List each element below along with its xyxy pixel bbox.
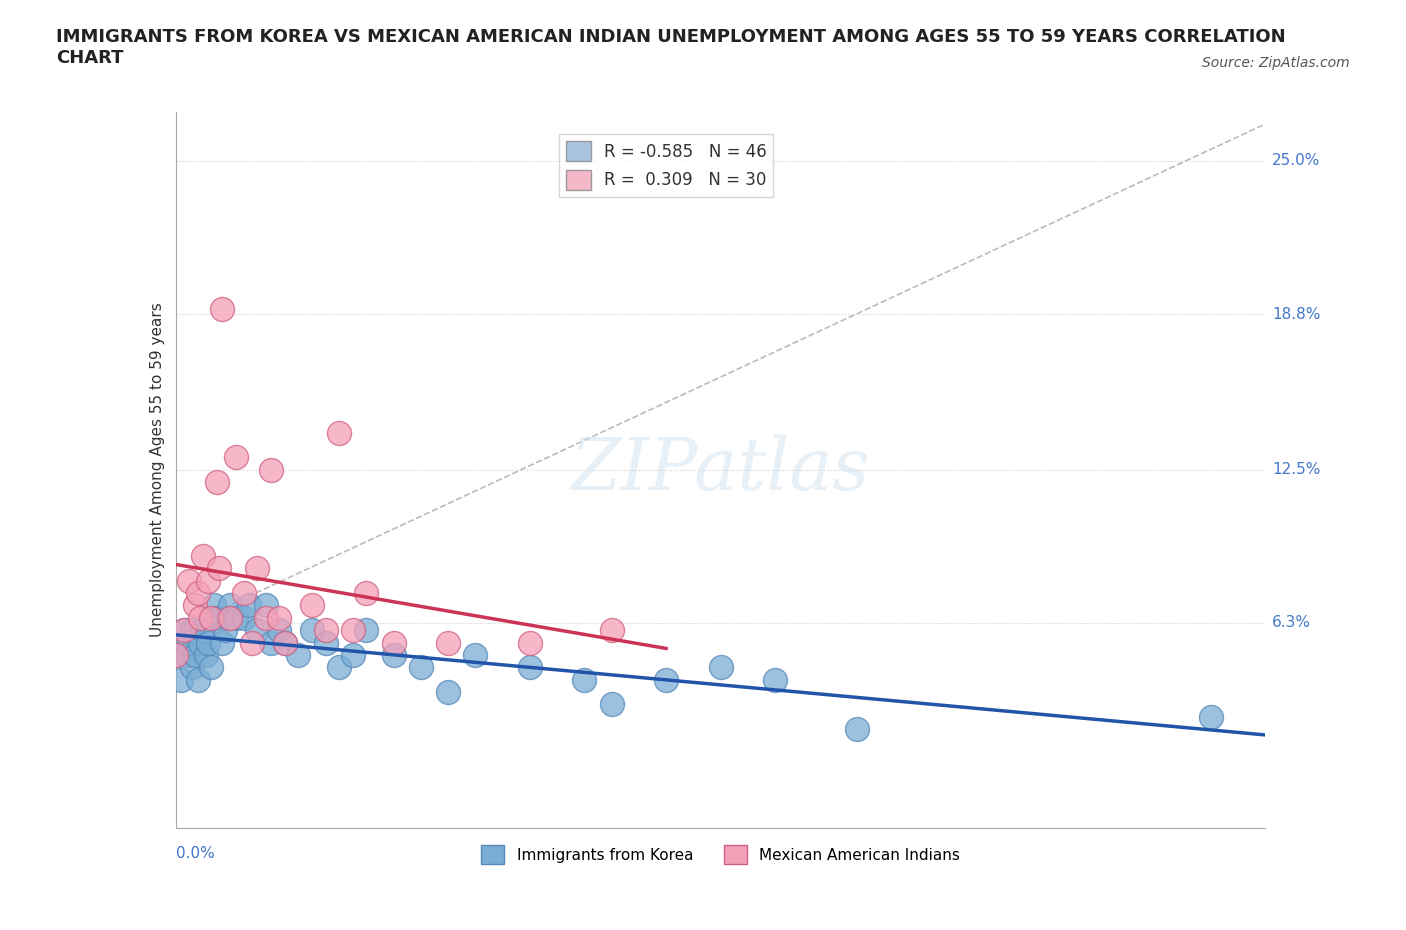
Point <box>184 647 207 662</box>
Point <box>342 647 364 662</box>
Point <box>225 610 247 625</box>
Point <box>184 598 207 613</box>
Point <box>287 647 309 662</box>
Point <box>186 586 209 601</box>
Text: Source: ZipAtlas.com: Source: ZipAtlas.com <box>1202 56 1350 70</box>
Point <box>179 573 201 588</box>
Point <box>219 598 242 613</box>
Point <box>232 610 254 625</box>
Legend: Immigrants from Korea, Mexican American Indians: Immigrants from Korea, Mexican American … <box>475 840 966 870</box>
Point <box>1199 710 1222 724</box>
Point <box>274 635 297 650</box>
Point <box>194 647 217 662</box>
Point <box>519 659 541 674</box>
Point <box>165 647 187 662</box>
Text: 0.0%: 0.0% <box>176 845 215 860</box>
Point <box>269 610 291 625</box>
Point <box>200 610 222 625</box>
Text: 18.8%: 18.8% <box>1272 307 1320 322</box>
Text: IMMIGRANTS FROM KOREA VS MEXICAN AMERICAN INDIAN UNEMPLOYMENT AMONG AGES 55 TO 5: IMMIGRANTS FROM KOREA VS MEXICAN AMERICA… <box>56 28 1286 67</box>
Point <box>382 635 405 650</box>
Point <box>165 647 187 662</box>
Point <box>301 623 323 638</box>
Point <box>217 610 239 625</box>
Point <box>188 610 211 625</box>
Point <box>328 659 350 674</box>
Point <box>173 623 195 638</box>
Point <box>845 722 868 737</box>
Point <box>170 672 193 687</box>
Point <box>763 672 786 687</box>
Point <box>655 672 678 687</box>
Point <box>197 573 219 588</box>
Point <box>191 623 214 638</box>
Point <box>409 659 432 674</box>
Point <box>205 610 228 625</box>
Point <box>240 635 263 650</box>
Text: 12.5%: 12.5% <box>1272 462 1320 477</box>
Point <box>600 697 623 711</box>
Point <box>246 561 269 576</box>
Point <box>179 635 201 650</box>
Point <box>254 598 277 613</box>
Y-axis label: Unemployment Among Ages 55 to 59 years: Unemployment Among Ages 55 to 59 years <box>149 302 165 637</box>
Point <box>464 647 486 662</box>
Point <box>211 301 233 316</box>
Point <box>260 635 283 650</box>
Point <box>181 623 204 638</box>
Point <box>356 623 378 638</box>
Point <box>328 425 350 440</box>
Point <box>356 586 378 601</box>
Point <box>437 635 460 650</box>
Point <box>269 623 291 638</box>
Point <box>600 623 623 638</box>
Text: 25.0%: 25.0% <box>1272 153 1320 168</box>
Point <box>246 623 269 638</box>
Point <box>232 586 254 601</box>
Point <box>186 672 209 687</box>
Point <box>315 635 337 650</box>
Point <box>214 623 236 638</box>
Point <box>238 598 260 613</box>
Point <box>342 623 364 638</box>
Point <box>260 462 283 477</box>
Text: ZIPatlas: ZIPatlas <box>571 434 870 505</box>
Point <box>301 598 323 613</box>
Point <box>211 635 233 650</box>
Point <box>254 610 277 625</box>
Point <box>188 635 211 650</box>
Point <box>181 659 204 674</box>
Point <box>437 684 460 699</box>
Point <box>205 474 228 489</box>
Point <box>710 659 733 674</box>
Point <box>519 635 541 650</box>
Point <box>208 561 231 576</box>
Point <box>176 647 198 662</box>
Point <box>574 672 596 687</box>
Point <box>197 635 219 650</box>
Point <box>382 647 405 662</box>
Point <box>219 610 242 625</box>
Point <box>274 635 297 650</box>
Point <box>191 549 214 564</box>
Point <box>173 623 195 638</box>
Text: 6.3%: 6.3% <box>1272 616 1312 631</box>
Point <box>202 598 225 613</box>
Point <box>200 659 222 674</box>
Point <box>225 450 247 465</box>
Point <box>315 623 337 638</box>
